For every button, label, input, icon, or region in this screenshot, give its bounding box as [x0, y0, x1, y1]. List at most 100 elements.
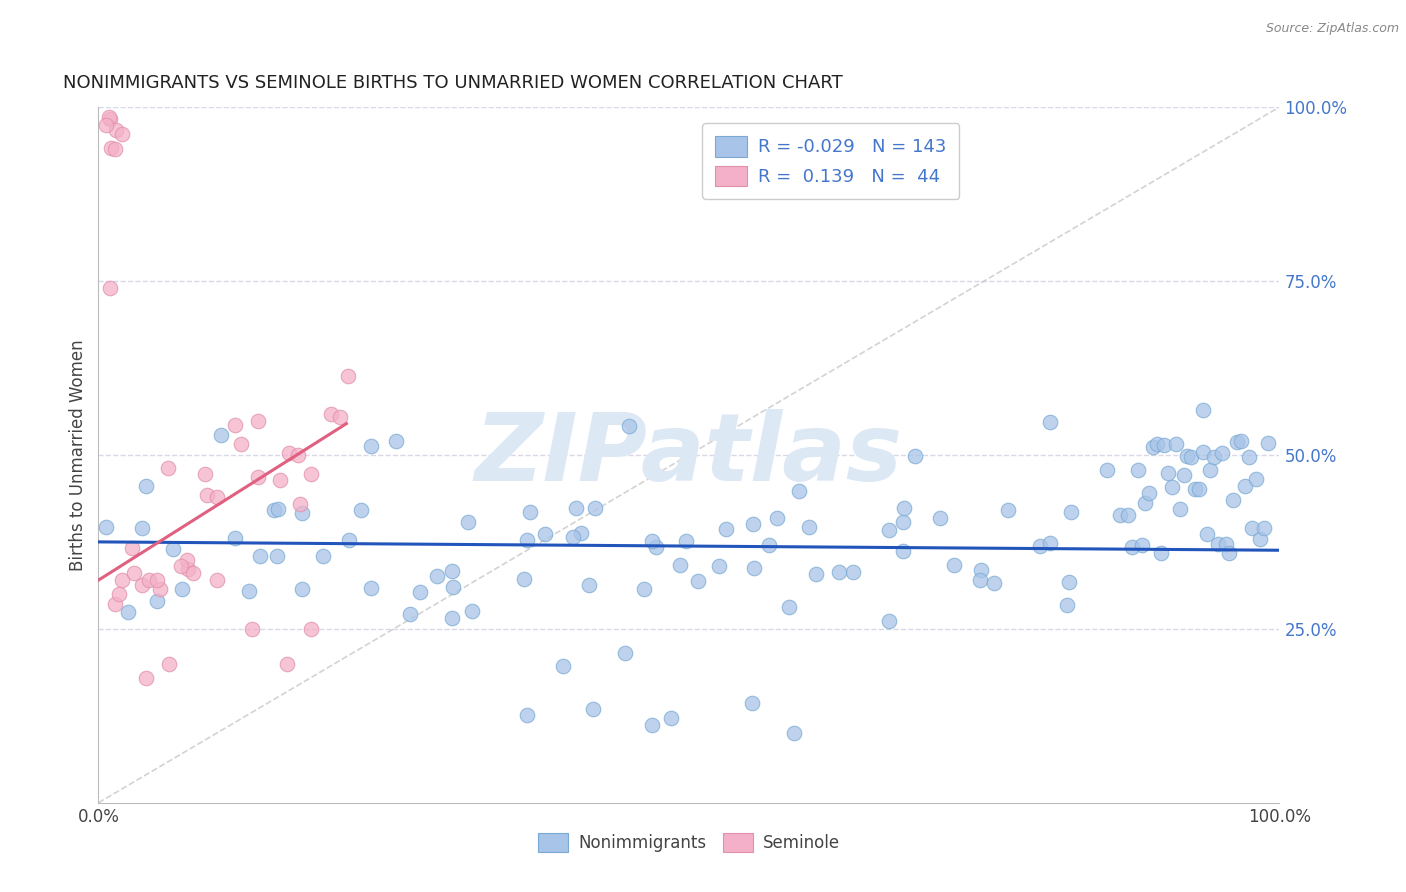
Point — [519, 504, 541, 518]
Point — [758, 538, 780, 552]
Point — [659, 711, 682, 725]
Point — [1142, 440, 1164, 454]
Point — [138, 573, 160, 587]
Point — [299, 467, 322, 481]
Point — [787, 483, 810, 498]
Point — [1153, 438, 1175, 452]
Point — [1218, 545, 1240, 559]
Point — [1206, 537, 1229, 551]
Point — [1095, 463, 1118, 477]
Point — [229, 437, 252, 451]
Point — [240, 622, 263, 636]
Point — [1057, 575, 1080, 590]
Point — [299, 622, 322, 636]
Point — [644, 540, 666, 554]
Point — [441, 580, 464, 594]
Point — [135, 671, 157, 685]
Point — [1108, 508, 1130, 522]
Point — [891, 544, 914, 558]
Point — [1215, 536, 1237, 550]
Point — [716, 522, 738, 536]
Point — [1233, 479, 1256, 493]
Point — [582, 701, 605, 715]
Point — [1173, 468, 1195, 483]
Point — [1191, 402, 1213, 417]
Point — [291, 582, 314, 596]
Point — [534, 527, 557, 541]
Point — [1226, 434, 1249, 449]
Point — [578, 578, 600, 592]
Point — [1157, 466, 1180, 480]
Point — [583, 501, 606, 516]
Point — [131, 521, 153, 535]
Point — [360, 581, 382, 595]
Point — [329, 409, 352, 424]
Point — [1244, 472, 1267, 486]
Point — [516, 533, 538, 547]
Point — [122, 566, 145, 581]
Point — [350, 503, 373, 517]
Point — [1146, 437, 1168, 451]
Point — [96, 118, 118, 132]
Point — [1188, 482, 1211, 496]
Point — [943, 558, 966, 573]
Point — [207, 490, 229, 504]
Point — [440, 611, 463, 625]
Point — [783, 725, 806, 739]
Point — [209, 428, 232, 442]
Point — [205, 573, 228, 587]
Point — [804, 566, 827, 581]
Point — [891, 515, 914, 529]
Point — [1150, 546, 1173, 560]
Point — [194, 467, 217, 481]
Text: Source: ZipAtlas.com: Source: ZipAtlas.com — [1265, 22, 1399, 36]
Text: NONIMMIGRANTS VS SEMINOLE BIRTHS TO UNMARRIED WOMEN CORRELATION CHART: NONIMMIGRANTS VS SEMINOLE BIRTHS TO UNMA… — [63, 74, 842, 92]
Point — [842, 565, 865, 579]
Point — [778, 599, 800, 614]
Point — [1060, 505, 1083, 519]
Point — [98, 111, 121, 125]
Point — [1039, 415, 1062, 429]
Point — [569, 525, 592, 540]
Point — [1177, 449, 1199, 463]
Point — [288, 497, 311, 511]
Point — [247, 470, 270, 484]
Point — [135, 479, 157, 493]
Point — [741, 696, 763, 710]
Point — [287, 448, 309, 462]
Point — [172, 582, 194, 597]
Point — [765, 511, 787, 525]
Point — [267, 502, 290, 516]
Point — [266, 549, 288, 564]
Text: ZIPatlas: ZIPatlas — [475, 409, 903, 501]
Point — [828, 566, 851, 580]
Point — [111, 127, 134, 141]
Point — [98, 112, 121, 127]
Point — [1230, 434, 1253, 448]
Point — [249, 549, 271, 563]
Point — [551, 658, 574, 673]
Point — [176, 553, 198, 567]
Point — [1116, 508, 1139, 523]
Point — [457, 515, 479, 529]
Point — [224, 531, 246, 545]
Point — [148, 582, 170, 596]
Point — [1249, 532, 1271, 546]
Point — [564, 501, 586, 516]
Y-axis label: Births to Unmarried Women: Births to Unmarried Women — [69, 339, 87, 571]
Point — [877, 523, 900, 537]
Point — [224, 418, 246, 433]
Point — [238, 583, 260, 598]
Point — [1253, 520, 1275, 534]
Point — [741, 516, 763, 531]
Point — [1222, 493, 1244, 508]
Point — [100, 141, 122, 155]
Point — [131, 578, 153, 592]
Point — [1126, 463, 1149, 477]
Point — [686, 574, 709, 589]
Point — [104, 597, 127, 611]
Point — [1164, 437, 1187, 451]
Point — [1121, 540, 1143, 554]
Point — [513, 573, 536, 587]
Point — [170, 559, 193, 574]
